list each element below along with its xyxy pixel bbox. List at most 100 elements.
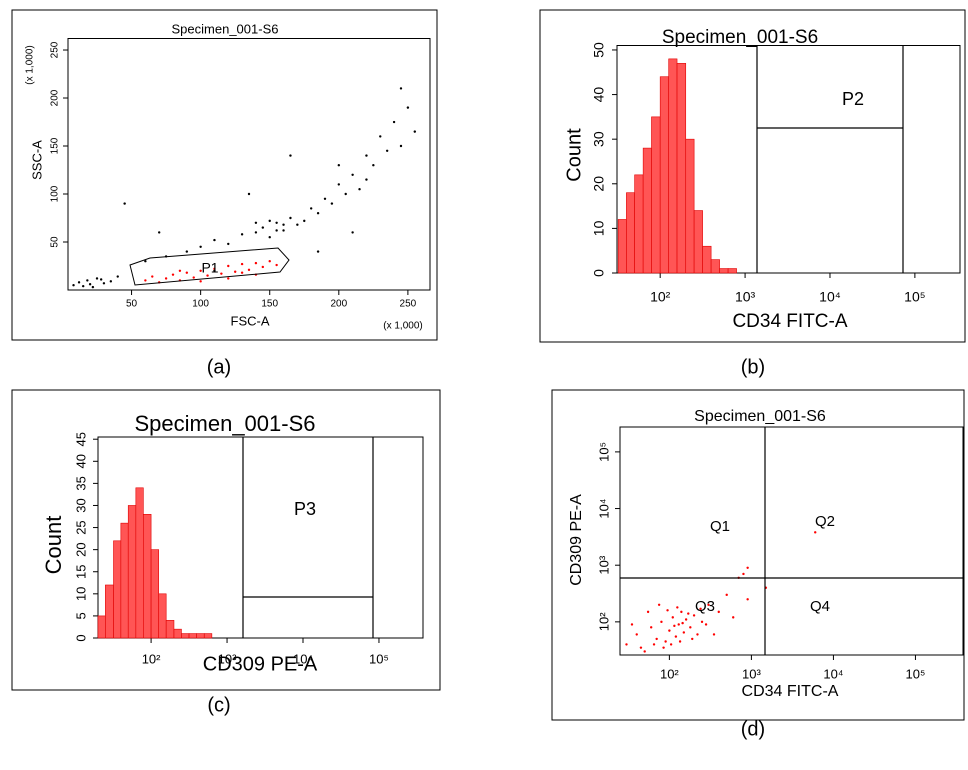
- event-dot: [282, 229, 285, 232]
- panel-frame: [551, 389, 965, 721]
- y-axis-label: CD309 PE-A: [568, 494, 585, 586]
- gate-label: Q3: [695, 598, 715, 615]
- event-dot: [680, 610, 683, 614]
- event-dot: [684, 618, 688, 621]
- event-dot: [337, 183, 341, 186]
- event-dot: [678, 640, 682, 643]
- event-dot: [413, 130, 417, 133]
- gate-label: Q1: [710, 518, 730, 535]
- event-dot: [199, 280, 202, 283]
- event-dot: [725, 593, 728, 597]
- event-dot: [732, 616, 735, 619]
- x-axis-label: FSC-A: [231, 313, 270, 328]
- event-dot: [289, 154, 292, 157]
- event-dot: [323, 197, 327, 201]
- event-dot: [199, 245, 202, 249]
- y-tick-label: 20: [591, 176, 607, 192]
- event-dot: [247, 192, 251, 196]
- event-dot: [81, 284, 85, 288]
- event-dot: [344, 192, 347, 196]
- y-tick-label: 250: [50, 41, 61, 58]
- x-tick-label: 10³: [742, 666, 761, 681]
- panel-frame: [539, 9, 966, 343]
- event-dot: [268, 260, 271, 263]
- event-dot: [233, 270, 237, 273]
- y-tick-label: 10: [73, 587, 88, 601]
- x-tick-label: 150: [261, 299, 278, 310]
- y-tick-label: 0: [591, 269, 607, 277]
- event-dot: [649, 626, 653, 629]
- histogram-bar: [105, 584, 114, 639]
- gate: [129, 247, 290, 286]
- panel-frame: [11, 389, 441, 691]
- histogram-bar: [659, 76, 670, 274]
- x-tick-label: 10⁵: [904, 289, 925, 305]
- event-dot: [206, 274, 209, 277]
- event-dot: [116, 275, 119, 278]
- event-dot: [707, 603, 710, 607]
- event-dot: [275, 263, 278, 267]
- y-tick-label: 5: [73, 612, 88, 619]
- event-dot: [254, 261, 258, 265]
- event-dot: [351, 173, 354, 177]
- event-dot: [639, 646, 643, 649]
- event-dot: [385, 149, 389, 153]
- event-dot: [351, 231, 354, 234]
- event-dot: [102, 282, 106, 285]
- histogram-bar: [642, 147, 652, 274]
- event-dot: [365, 154, 368, 157]
- x-tick-label: 10²: [660, 666, 679, 681]
- histogram-bar: [651, 116, 661, 274]
- event-dot: [309, 207, 313, 210]
- event-dot: [151, 275, 154, 278]
- event-dot: [700, 620, 704, 624]
- plot-area: [97, 436, 424, 639]
- y-tick-label: 40: [591, 87, 607, 103]
- event-dot: [399, 87, 403, 90]
- event-dot: [664, 640, 667, 643]
- event-dot: [814, 531, 817, 534]
- x-tick-label: 10³: [218, 651, 237, 666]
- x-tick-label: 250: [400, 299, 417, 310]
- x-axis-label: CD34 FITC-A: [732, 311, 847, 332]
- y-tick-label: 0: [73, 634, 88, 641]
- y-tick-label: 100: [50, 185, 61, 202]
- event-dot: [227, 264, 230, 268]
- y-tick-label: 45: [73, 432, 88, 446]
- event-dot: [88, 283, 92, 286]
- event-dot: [682, 631, 686, 634]
- caption: (d): [741, 718, 765, 740]
- histogram-bar: [693, 210, 703, 274]
- histogram-bar: [634, 174, 644, 274]
- event-dot: [372, 164, 375, 167]
- event-dot: [358, 188, 361, 191]
- event-dot: [72, 284, 75, 287]
- histogram-bar: [727, 268, 737, 274]
- event-dot: [330, 202, 334, 205]
- x-axis-label: CD34 FITC-A: [742, 683, 839, 700]
- event-dot: [746, 598, 749, 601]
- y-tick-label: 200: [50, 89, 61, 106]
- histogram-bar: [173, 628, 182, 639]
- event-dot: [282, 223, 285, 226]
- histogram-bar: [626, 192, 635, 274]
- event-dot: [646, 610, 650, 614]
- event-dot: [691, 637, 694, 641]
- y-tick-label: 30: [73, 498, 88, 512]
- histogram-bar: [188, 633, 197, 639]
- event-dot: [213, 267, 216, 271]
- event-dot: [303, 219, 306, 223]
- event-dot: [677, 623, 680, 626]
- gate-label: P3: [294, 499, 316, 519]
- gate-label: Q2: [815, 513, 835, 530]
- event-dot: [227, 242, 230, 246]
- y-tick-label: 150: [50, 137, 61, 154]
- panel-title: Specimen_001-S6: [172, 21, 279, 36]
- event-dot: [717, 610, 720, 614]
- event-dot: [86, 279, 89, 282]
- event-dot: [109, 280, 113, 283]
- event-dot: [185, 271, 189, 274]
- event-dot: [178, 269, 182, 273]
- event-dot: [164, 277, 168, 280]
